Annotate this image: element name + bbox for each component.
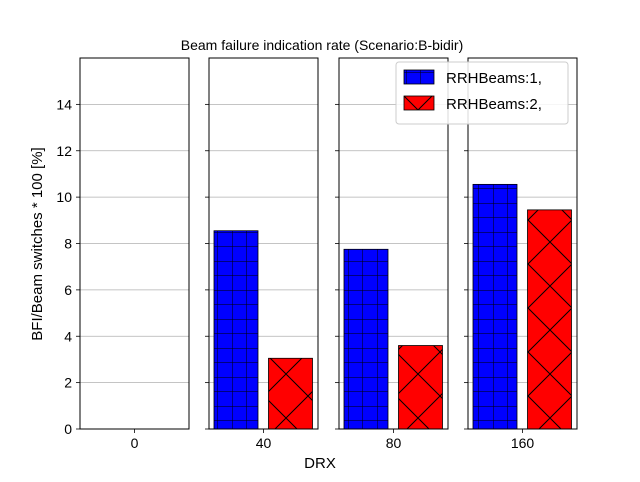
- y-axis-label: BFI/Beam switches * 100 [%]: [29, 147, 46, 340]
- bar-hatch: [527, 209, 572, 430]
- chart-title: Beam failure indication rate (Scenario:B…: [181, 37, 463, 53]
- y-tick-label: 0: [64, 421, 72, 437]
- subplot-80: 80: [335, 57, 449, 451]
- x-tick-label: 160: [511, 435, 535, 451]
- bar-hatch: [268, 357, 313, 430]
- y-tick-label: 14: [56, 96, 72, 112]
- x-tick-label: 0: [131, 435, 139, 451]
- y-tick-label: 8: [64, 236, 72, 252]
- x-axis-label: DRX: [304, 455, 336, 472]
- bar-hatch: [343, 248, 389, 430]
- legend: RRHBeams:1, RRHBeams:2,: [395, 61, 569, 125]
- subplot-0: 0 2 4 6 8 10 12 14 0: [56, 57, 190, 451]
- x-tick-label: 40: [256, 435, 272, 451]
- bar-hatch: [398, 345, 443, 430]
- legend-swatch-hatch: [403, 69, 435, 85]
- bar-hatch: [472, 183, 518, 430]
- subplot-panels: 0 2 4 6 8 10 12 14 0 40 80 160: [56, 57, 578, 451]
- legend-label: RRHBeams:2,: [446, 96, 542, 113]
- y-tick-label: 4: [64, 328, 72, 344]
- legend-label: RRHBeams:1,: [446, 70, 542, 87]
- legend-box: [395, 61, 569, 125]
- bar-hatch: [213, 230, 259, 430]
- y-tick-label: 10: [56, 189, 72, 205]
- x-tick-label: 80: [386, 435, 402, 451]
- subplot-40: 40: [205, 57, 319, 451]
- y-tick-label: 12: [56, 143, 72, 159]
- y-tick-label: 6: [64, 282, 72, 298]
- legend-swatch-hatch: [403, 95, 435, 111]
- subplot-160: 160: [464, 57, 578, 451]
- y-tick-label: 2: [64, 375, 72, 391]
